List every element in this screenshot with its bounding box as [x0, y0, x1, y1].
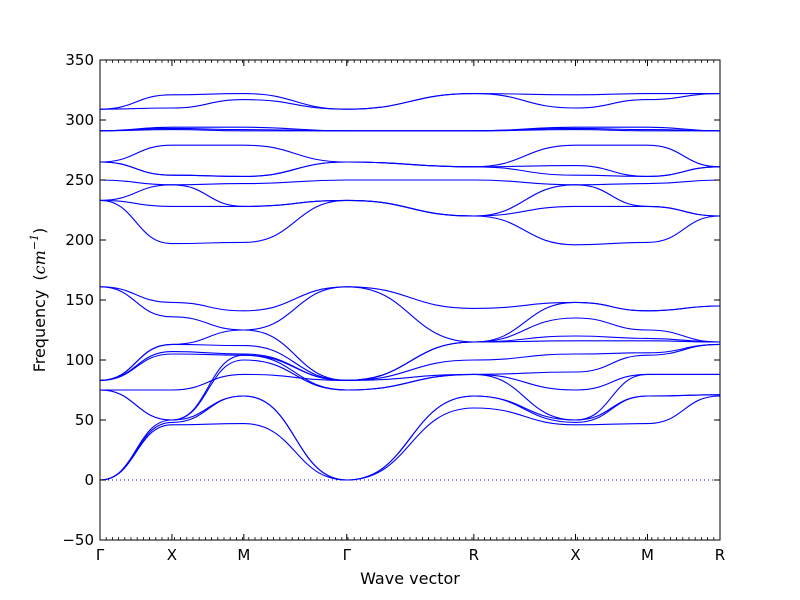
x-tick-label: Γ	[96, 546, 105, 564]
y-axis-label: Frequency (cm−1)	[28, 228, 49, 373]
x-tick-label: M	[641, 546, 654, 564]
plot-background	[100, 60, 720, 540]
band-line-9	[99, 317, 721, 381]
y-tick-label: 0	[84, 471, 94, 489]
series-layer	[99, 93, 721, 481]
y-axis-label-exponent: −1	[28, 234, 41, 250]
band-line-15	[99, 179, 721, 186]
y-tick-label: 250	[65, 171, 94, 189]
x-tick-label: R	[715, 546, 725, 564]
y-axis-label-unit: cm	[30, 250, 49, 274]
band-line-11	[99, 286, 721, 312]
y-tick-label: 150	[65, 291, 94, 309]
band-line-5	[100, 343, 721, 391]
band-line-21	[99, 126, 721, 132]
band-line-18	[99, 144, 721, 168]
x-tick-label: M	[237, 546, 250, 564]
x-tick-label: Γ	[343, 546, 352, 564]
x-axis-label: Wave vector	[360, 569, 460, 588]
minor-ticks	[99, 60, 721, 540]
band-line-23	[99, 93, 720, 110]
y-axis-label-close: )	[30, 228, 49, 234]
band-line-2	[99, 394, 721, 481]
band-line-14	[99, 184, 721, 217]
x-tick-label: X	[570, 546, 580, 564]
x-tick-label: R	[469, 546, 479, 564]
band-line-6	[99, 343, 721, 381]
y-tick-label: 50	[75, 411, 94, 429]
y-tick-label: 100	[65, 351, 94, 369]
x-tick-label: X	[167, 546, 177, 564]
y-tick-label: −50	[62, 531, 94, 549]
y-axis-label-open: (	[30, 274, 49, 280]
y-axis-label-text: Frequency	[30, 290, 49, 373]
y-tick-label: 200	[65, 231, 94, 249]
band-line-4	[99, 354, 720, 421]
y-ticks: −50 0 50 100 150 200 250 300 350	[62, 51, 720, 549]
y-tick-label: 350	[65, 51, 94, 69]
y-tick-label: 300	[65, 111, 94, 129]
band-line-0	[99, 395, 721, 481]
